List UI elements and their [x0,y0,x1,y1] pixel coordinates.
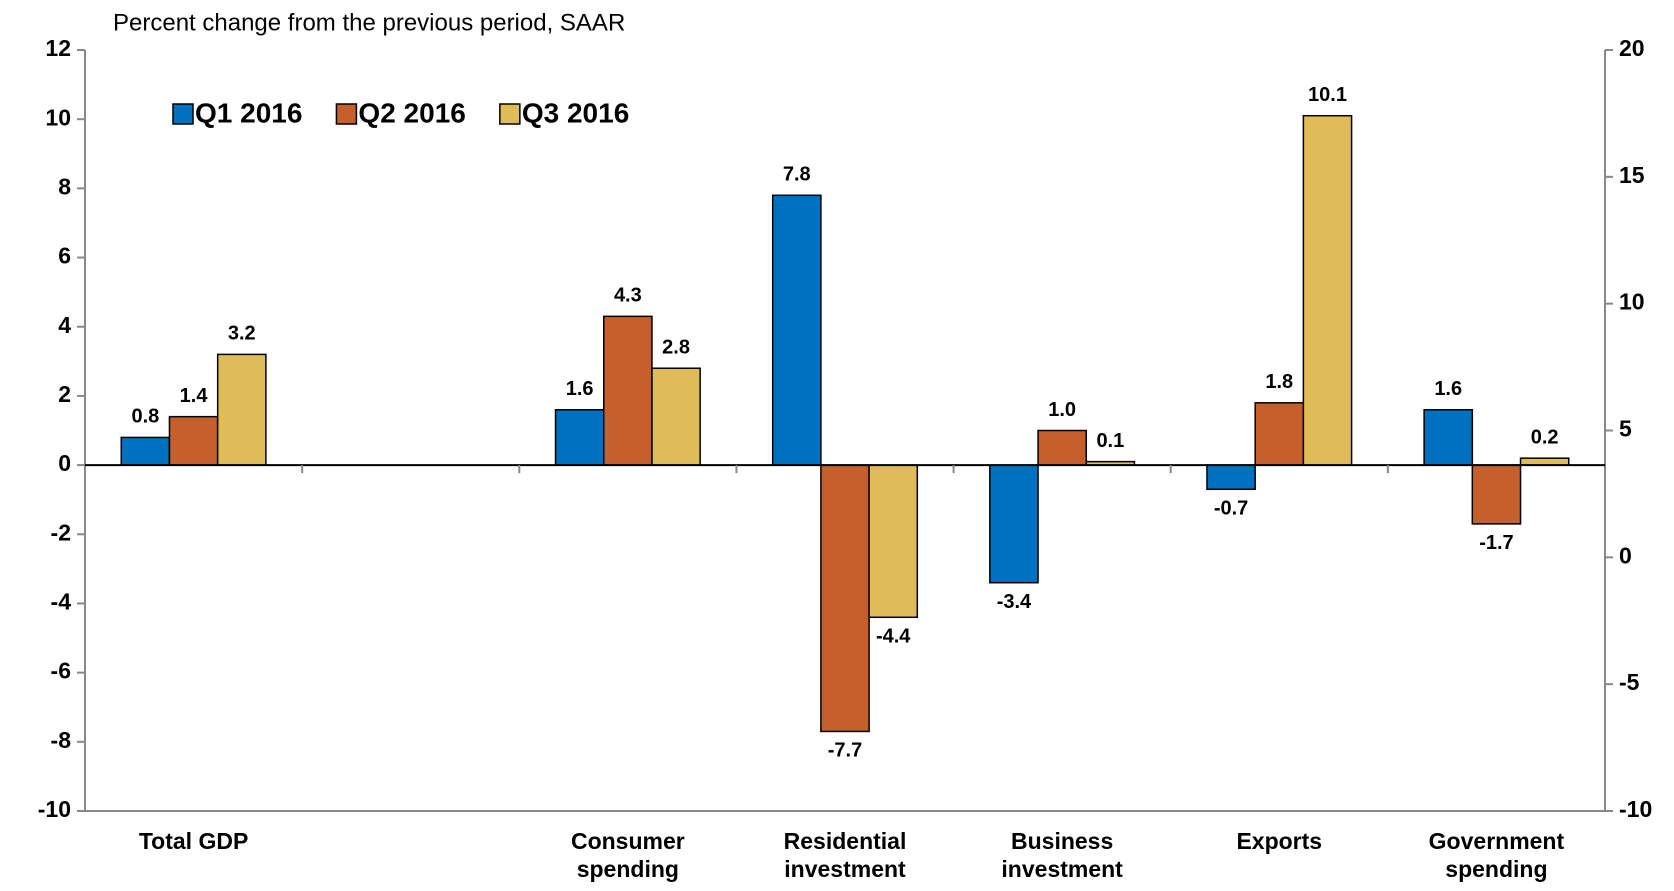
y-tick-label: 8 [58,173,71,199]
bar [989,464,1039,584]
value-label: 0.1 [1096,430,1124,452]
y2-tick-label: 5 [1619,416,1632,442]
bar [603,315,653,466]
legend-swatch [335,103,358,125]
bar [168,415,219,466]
x-tick-label: Residential investment [783,828,907,882]
legend-swatch [172,103,194,125]
bar [1254,402,1305,466]
value-label: -4.4 [876,626,911,648]
bar [1206,464,1256,491]
y-tick-label: -2 [51,519,71,545]
bar [1471,464,1522,525]
x-tick-label: Government spending [1428,828,1565,882]
value-label: 1.6 [1434,378,1462,400]
x-tick-label: Business investment [1001,828,1123,882]
value-label: -7.7 [828,740,862,762]
bar [216,353,267,466]
y2-tick-label: 10 [1619,289,1645,315]
bar [1519,457,1570,466]
x-tick-label: Consumer spending [570,828,685,882]
value-label: 1.8 [1265,371,1293,393]
y2-tick-label: -5 [1619,669,1640,695]
value-label: 3.2 [228,323,256,345]
y2-tick-label: 15 [1619,162,1645,188]
bar [868,464,919,619]
y-tick-label: -4 [51,589,72,615]
y-tick-label: 2 [58,381,71,407]
x-tick-label: Total GDP [138,828,249,854]
bar [554,408,605,466]
value-label: -1.7 [1479,532,1513,554]
chart-subtitle: Percent change from the previous period,… [113,9,625,36]
bar [820,464,870,733]
y2-tick-label: -10 [1619,796,1652,822]
legend-label: Q2 2016 [358,97,465,128]
bar [1423,408,1474,466]
value-label: 0.2 [1531,426,1559,448]
value-label: 10.1 [1308,84,1347,106]
bar [1037,429,1087,466]
y-tick-label: -6 [51,658,71,684]
y2-tick-label: 0 [1619,542,1632,568]
legend-label: Q3 2016 [522,97,629,128]
value-label: 1.0 [1048,399,1076,421]
value-label: 1.4 [180,385,209,407]
y-tick-label: 4 [58,312,71,338]
value-label: 0.8 [131,406,159,428]
legend-label: Q1 2016 [195,97,302,128]
value-label: -0.7 [1214,498,1248,520]
y-tick-label: 10 [45,104,71,130]
bar [120,436,171,466]
bar [651,367,701,466]
y-tick-label: 6 [58,243,71,269]
legend-swatch [499,103,521,125]
value-label: 4.3 [614,285,642,307]
value-label: 7.8 [783,164,811,186]
value-label: 2.8 [662,337,690,359]
y-tick-label: -10 [38,796,71,822]
bar [1302,114,1353,466]
value-label: -3.4 [997,591,1032,613]
x-tick-label: Exports [1236,828,1323,854]
bar [771,194,822,466]
y-tick-label: 12 [45,35,71,61]
value-label: 1.6 [566,378,594,400]
y-tick-label: 0 [58,450,71,476]
y2-tick-label: 20 [1619,35,1645,61]
y-tick-label: -8 [51,727,72,753]
